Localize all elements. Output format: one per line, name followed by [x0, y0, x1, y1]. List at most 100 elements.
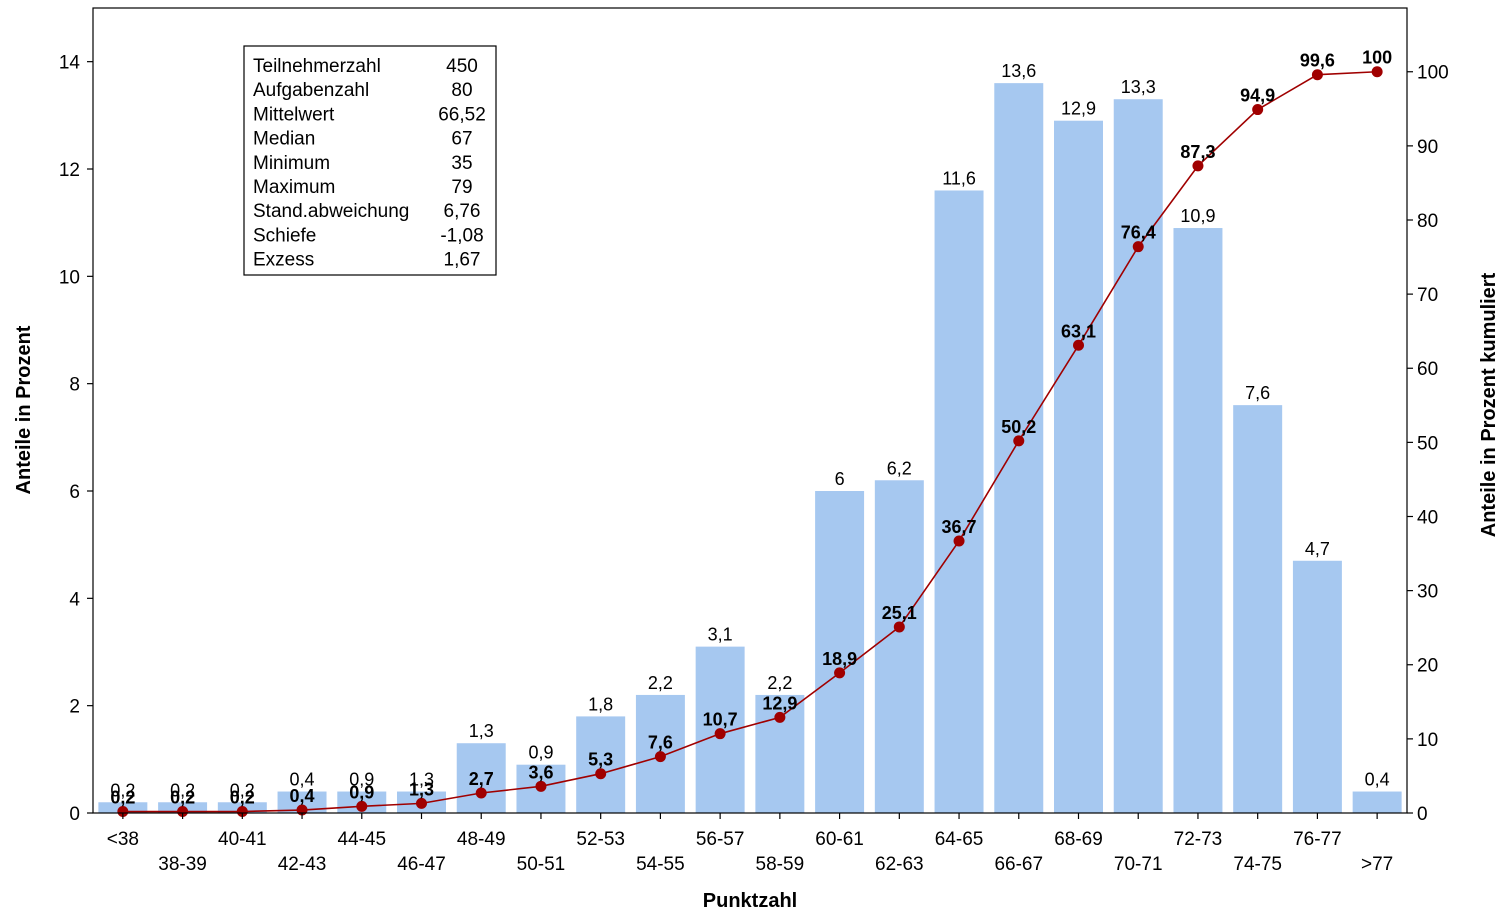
- y-tick-label-4: 4: [69, 589, 80, 610]
- stat-label-8: Exzess: [253, 250, 314, 271]
- x-tick-label-1: 38-39: [158, 854, 207, 875]
- cumulative-point-1: [177, 806, 189, 818]
- x-tick-label-17: 70-71: [1114, 854, 1163, 875]
- stat-value-2: 66,52: [438, 104, 486, 125]
- stat-value-6: 6,76: [444, 201, 481, 222]
- cumulative-point-5: [416, 797, 427, 809]
- y2-tick-label-50: 50: [1417, 433, 1438, 454]
- stat-value-4: 35: [451, 153, 472, 174]
- cumulative-point-21: [1371, 66, 1383, 78]
- cumulative-point-2: [236, 806, 248, 818]
- stat-value-8: 1,67: [444, 250, 481, 271]
- bar-label-13: 6,2: [887, 458, 912, 478]
- cumulative-label-12: 18,9: [822, 649, 857, 669]
- cumulative-point-20: [1311, 69, 1323, 81]
- bar-12: [815, 491, 865, 813]
- x-axis-tick-labels: <38 38-39 40-41 42-43 44-45 46-47 48-49 50-51 52…: [107, 813, 1393, 875]
- x-tick-label-19: 74-75: [1233, 854, 1282, 875]
- bar-label-21: 0,4: [1365, 770, 1390, 790]
- x-tick-label-11: 58-59: [756, 854, 805, 875]
- bar-18: [1173, 228, 1223, 814]
- cumulative-point-13: [893, 621, 905, 633]
- stat-value-3: 67: [451, 129, 472, 150]
- x-tick-label-0: <38: [107, 829, 139, 850]
- bar-label-8: 1,8: [588, 694, 613, 714]
- y2-axis-title: Anteile in Prozent kumuliert: [1478, 272, 1500, 537]
- bar-label-5: 1,3: [409, 770, 434, 790]
- cumulative-label-16: 63,1: [1061, 321, 1096, 341]
- x-tick-label-18: 72-73: [1174, 829, 1223, 850]
- y2-tick-label-40: 40: [1417, 507, 1438, 528]
- bar-16: [1054, 120, 1103, 813]
- cumulative-label-13: 25,1: [882, 603, 917, 623]
- cumulative-point-6: [475, 787, 487, 799]
- cumulative-label-17: 76,4: [1121, 223, 1156, 243]
- bar-8: [576, 716, 626, 813]
- cumulative-label-7: 3,6: [528, 762, 553, 782]
- stat-label-4: Minimum: [253, 153, 330, 174]
- stat-label-0: Teilnehmerzahl: [253, 56, 381, 77]
- cumulative-point-15: [1013, 435, 1025, 447]
- cumulative-point-14: [953, 535, 965, 547]
- y-tick-label-6: 6: [69, 482, 80, 503]
- bar-label-15: 13,6: [1001, 61, 1036, 81]
- cumulative-label-4: 0,9: [349, 782, 374, 802]
- cumulative-label-10: 10,7: [703, 710, 738, 730]
- bar-20: [1292, 560, 1342, 813]
- bar-14: [934, 190, 984, 813]
- cumulative-label-9: 7,6: [648, 733, 673, 753]
- cumulative-point-0: [117, 806, 129, 818]
- cumulative-label-3: 0,4: [290, 786, 315, 806]
- bar-label-19: 7,6: [1245, 383, 1270, 403]
- y2-tick-label-60: 60: [1417, 359, 1438, 380]
- bar-label-12: 6: [835, 469, 845, 489]
- x-tick-label-8: 52-53: [576, 829, 625, 850]
- right-axis-ticks: 0 10 20 30 40 50 60 70 80 90 100: [1407, 63, 1449, 825]
- stat-label-7: Schiefe: [253, 225, 316, 246]
- y2-tick-label-20: 20: [1417, 656, 1438, 677]
- bar-19: [1233, 405, 1283, 813]
- cumulative-point-18: [1192, 160, 1204, 172]
- cumulative-label-11: 12,9: [762, 693, 797, 713]
- x-tick-label-16: 68-69: [1054, 829, 1103, 850]
- x-tick-label-10: 56-57: [696, 829, 745, 850]
- cumulative-point-12: [834, 667, 846, 679]
- stat-label-5: Maximum: [253, 177, 335, 198]
- cumulative-point-7: [535, 780, 547, 792]
- y2-tick-label-80: 80: [1417, 211, 1438, 232]
- bar-15: [994, 83, 1044, 814]
- bar-label-10: 3,1: [708, 625, 733, 645]
- stat-label-2: Mittelwert: [253, 104, 335, 125]
- cumulative-label-5: 1,3: [409, 779, 434, 799]
- bar-label-3: 0,4: [290, 770, 315, 790]
- cumulative-label-0: 0,2: [110, 788, 135, 808]
- bar-labels-group: 0,2 0,2 0,20,4 0,9 1,31,30,91,82,23,12,266,2…: [110, 61, 1389, 800]
- y2-tick-label-100: 100: [1417, 63, 1449, 84]
- cumulative-point-17: [1132, 241, 1144, 253]
- stat-label-1: Aufgabenzahl: [253, 80, 369, 101]
- bar-3: [277, 791, 327, 813]
- cumulative-point-19: [1252, 104, 1264, 116]
- y2-tick-label-10: 10: [1417, 730, 1438, 751]
- cumulative-label-2: 0,2: [230, 788, 255, 808]
- x-tick-label-7: 50-51: [517, 854, 566, 875]
- bar-label-2: 0,2: [230, 780, 255, 800]
- bar-label-7: 0,9: [528, 743, 553, 763]
- x-tick-label-3: 42-43: [278, 854, 327, 875]
- cumulative-point-9: [654, 751, 666, 763]
- cumulative-line: [122, 70, 1378, 813]
- x-tick-label-9: 54-55: [636, 854, 685, 875]
- cumulative-label-19: 94,9: [1240, 86, 1275, 106]
- x-tick-label-12: 60-61: [815, 829, 864, 850]
- bar-label-0: 0,2: [110, 780, 135, 800]
- bar-label-1: 0,2: [170, 780, 195, 800]
- bars-group: [98, 83, 1402, 814]
- plot-frame: [92, 7, 1408, 814]
- bar-label-20: 4,7: [1305, 539, 1330, 559]
- x-tick-label-5: 46-47: [397, 854, 446, 875]
- bar-label-17: 13,3: [1121, 77, 1156, 97]
- cumulative-point-11: [774, 711, 786, 723]
- stat-label-6: Stand.abweichung: [253, 201, 409, 222]
- y-tick-label-12: 12: [59, 160, 80, 181]
